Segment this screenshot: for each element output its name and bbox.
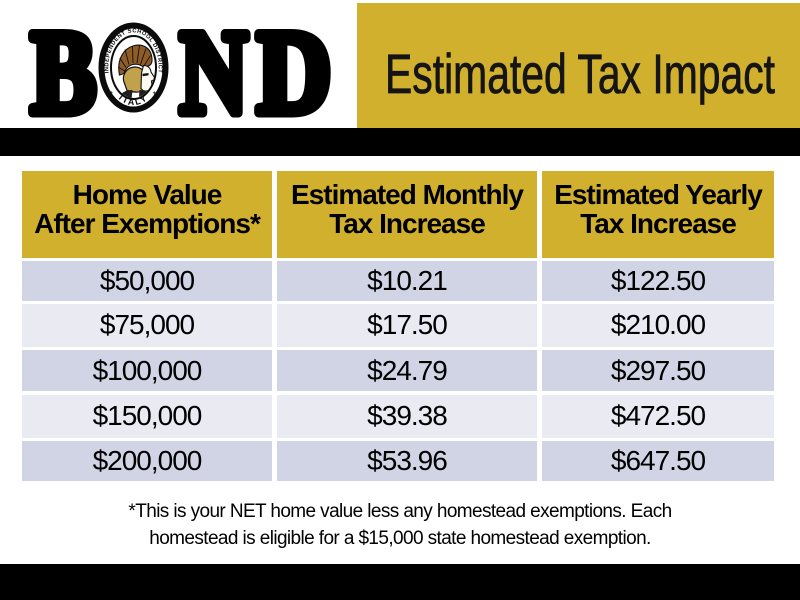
svg-text:+: + [110, 91, 114, 97]
svg-text:B: B [30, 6, 96, 130]
svg-text:D: D [257, 7, 332, 130]
svg-text:+: + [153, 91, 157, 97]
svg-text:ITALY: ITALY [117, 92, 150, 107]
svg-text:N: N [179, 7, 248, 130]
